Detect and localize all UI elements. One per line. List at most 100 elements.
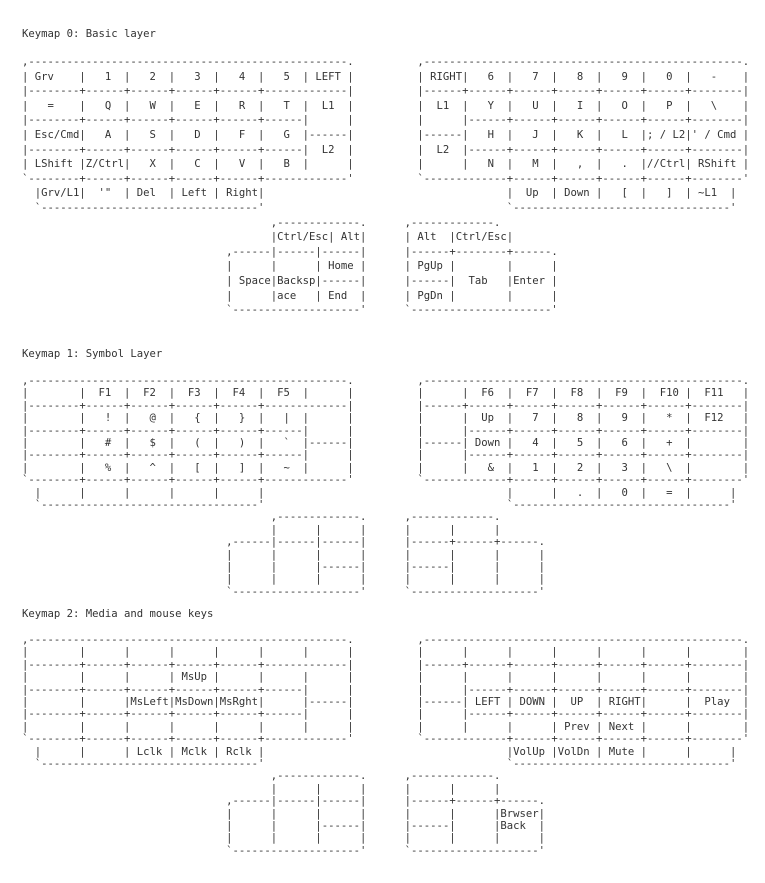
keymap-line: |--------+------+------+------+------+--… (22, 424, 354, 437)
keymap-line: `--------------------' (226, 585, 367, 598)
keymap-line: `--------+------+------+------+------+--… (22, 172, 354, 185)
keymap-line: | | & | 1 | 2 | 3 | \ | | (417, 461, 750, 474)
keymap-line: |--------+------+------+------+------+--… (22, 708, 354, 721)
keymap-line: | |ace | End | (226, 289, 367, 302)
keymap-line: | | | (226, 782, 367, 795)
keymap-line: `-------------+------+------+------+----… (417, 474, 750, 487)
keymap-line: | | | | | | | | (22, 720, 354, 733)
left-thumb-cluster: ,-------------. | | | ,------|------|----… (226, 511, 366, 598)
keymap-line: | |------+------+------+------+------+--… (417, 114, 750, 127)
keymap-line: | | | | | | | | (417, 671, 750, 684)
keymap-line: |------| LEFT | DOWN | UP | RIGHT| | Pla… (417, 695, 750, 708)
keymap-line: | Esc/Cmd| A | S | D | F | G |------| (22, 128, 354, 141)
keymap-line: `----------------------------------' (417, 201, 737, 214)
keymap-line: | Grv | 1 | 2 | 3 | 4 | 5 | LEFT | (22, 70, 354, 83)
keymap-line: ,---------------------------------------… (417, 56, 750, 68)
keymap-line: |------| | | (404, 560, 545, 573)
keymap-line: | | ! | @ | { | } | | | | (22, 412, 354, 425)
keymap-line: | |------+------+------+------+------+--… (417, 449, 750, 462)
keymap-line: ,---------------------------------------… (417, 375, 750, 387)
keymap-line: ,---------------------------------------… (22, 634, 354, 646)
keymap-line: |--------+------+------+------+------+--… (22, 143, 354, 156)
keymap-line: |------+------+------. (404, 536, 545, 549)
keymap-line: |Grv/L1| '" | Del | Left | Right| (22, 187, 265, 200)
keymap-line: `----------------------------------' (22, 201, 265, 214)
keymap-line: | PgUp | | | (404, 260, 558, 273)
keymap-line: | | . | 0 | = | | (417, 486, 737, 499)
keymap-line: | | |------| (226, 560, 367, 573)
keymap-line: | LShift |Z/Ctrl| X | C | V | B | | (22, 158, 354, 171)
keymap-line: ,---------------------------------------… (417, 634, 750, 646)
keymap-line: `-------------+------+------+------+----… (417, 172, 750, 185)
keymap-line: `--------------------' (404, 844, 545, 857)
keymap-line: | | % | ^ | [ | ] | ~ | | (22, 461, 354, 474)
keymap-line: `--------+------+------+------+------+--… (22, 733, 354, 746)
keymap-line: | | | | (226, 832, 367, 845)
keymap-line: | | N | M | , | . |//Ctrl| RShift | (417, 158, 750, 171)
keymap-line: `--------------------' (226, 304, 367, 317)
left-thumb-cluster: ,-------------. | | | ,------|------|----… (226, 770, 366, 857)
keymap-line: | Up | Down | [ | ] | ~L1 | (417, 187, 737, 200)
keymap-line: ,-------------. (404, 216, 501, 229)
keymap-line: ,-------------. (226, 216, 367, 229)
right-thumb-cluster: ,-------------. | | | |------+------+-----… (405, 770, 545, 857)
keymap-line: | | # | $ | ( | ) | ` |------| (22, 436, 354, 449)
keymap-line: ,------|------|------| (226, 795, 367, 808)
keymap-line: |------+------+------. (404, 795, 545, 808)
keymap-line: | | | | (226, 573, 367, 586)
keymap-line: | |------+------+------+------+------+--… (417, 683, 750, 696)
keymap-line: | | | | (404, 548, 545, 561)
left-hand-main: ,---------------------------------------… (22, 634, 354, 770)
keymap-line: | Alt |Ctrl/Esc| (404, 231, 514, 244)
keymap-line: |Ctrl/Esc| Alt| (226, 231, 367, 244)
keymap-line: ,-------------. (226, 511, 367, 524)
keymap-line: `----------------------------------' (417, 757, 737, 770)
keymap-line: |------| |Back | (404, 819, 545, 832)
keymap-line: `--------+------+------+------+------+--… (22, 474, 354, 487)
keymap-line: | L1 | Y | U | I | O | P | \ | (417, 99, 750, 112)
keymap-line: |--------+------+------+------+------+--… (22, 658, 354, 671)
keymap-line: | | F1 | F2 | F3 | F4 | F5 | | (22, 387, 354, 400)
keymap-2-title: Keymap 2: Media and mouse keys (22, 608, 214, 620)
keymap-line: `-------------+------+------+------+----… (417, 733, 750, 746)
keymap-line: `----------------------' (404, 304, 558, 317)
keymap-line: |--------+------+------+------+------+--… (22, 114, 354, 127)
right-hand-main: ,---------------------------------------… (417, 375, 749, 511)
keymap-line: |------| H | J | K | L |; / L2|' / Cmd | (417, 128, 750, 141)
keymap-line: |--------+------+------+------+------+--… (22, 85, 354, 98)
right-thumb-cluster: ,-------------. | | | |------+------+-----… (405, 511, 545, 598)
keymap-line: | | F6 | F7 | F8 | F9 | F10 | F11 | (417, 387, 750, 400)
left-thumb-cluster: ,-------------. |Ctrl/Esc| Alt| ,------|-… (226, 216, 366, 318)
keymap-line: | | | | (226, 548, 367, 561)
keymap-line: ,-------------. (404, 511, 501, 524)
keymap-line: | | | | | | (22, 486, 265, 499)
keymap-line: |VolUp |VolDn | Mute | | | (417, 745, 737, 758)
keymap-line: | PgDn | | | (404, 289, 558, 302)
keymap-line: | | | | MsUp | | | | (22, 671, 354, 684)
keymap-line: ,---------------------------------------… (22, 375, 354, 387)
keymap-line: | | | (404, 782, 501, 795)
keymap-line: |------| Down | 4 | 5 | 6 | + | | (417, 436, 750, 449)
keymap-line: |--------+------+------+------+------+--… (22, 449, 354, 462)
left-hand-main: ,---------------------------------------… (22, 55, 354, 216)
keymap-line: | | Up | 7 | 8 | 9 | * | F12 | (417, 412, 750, 425)
keymap-line: | | | | (404, 573, 545, 586)
keymap-line: | | | | (404, 832, 545, 845)
keymap-line: | |------+------+------+------+------+--… (417, 424, 750, 437)
keymap-line: | | | Home | (226, 260, 367, 273)
keymap-line: ,---------------------------------------… (22, 56, 354, 68)
keymap-line: `----------------------------------' (22, 757, 265, 770)
keymap-line: ,-------------. (404, 770, 501, 783)
keymap-line: | | | (226, 523, 367, 536)
keymap-line: | | | | (226, 807, 367, 820)
keymap-line: ,------|------|------| (226, 536, 367, 549)
keymap-line: | | |Brwser| (404, 807, 545, 820)
keymap-line: | | |MsLeft|MsDown|MsRght| |------| (22, 695, 354, 708)
keymap-1-title: Keymap 1: Symbol Layer (22, 348, 163, 360)
keymap-line: | | | Lclk | Mclk | Rclk | (22, 745, 265, 758)
left-hand-main: ,---------------------------------------… (22, 375, 354, 511)
keymap-line: |------+------+------+------+------+----… (417, 399, 750, 412)
keymap-line: |--------+------+------+------+------+--… (22, 683, 354, 696)
keymap-line: ,-------------. (226, 770, 367, 783)
keymap-line: |------+------+------+------+------+----… (417, 658, 750, 671)
